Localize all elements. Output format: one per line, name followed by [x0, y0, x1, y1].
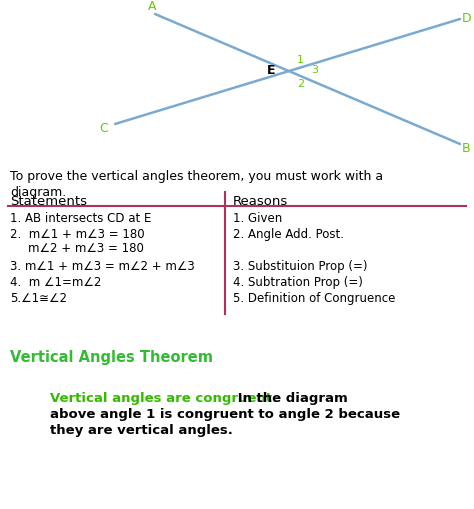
- Text: 1. AB intersects CD at E: 1. AB intersects CD at E: [10, 212, 151, 224]
- Text: 2.  m∠1 + m∠3 = 180: 2. m∠1 + m∠3 = 180: [10, 228, 145, 241]
- Text: E: E: [267, 64, 275, 76]
- Text: 4.  m ∠1=m∠2: 4. m ∠1=m∠2: [10, 275, 101, 289]
- Text: 4. Subtration Prop (=): 4. Subtration Prop (=): [233, 275, 363, 289]
- Text: In the diagram: In the diagram: [233, 391, 348, 404]
- Text: above angle 1 is congruent to angle 2 because: above angle 1 is congruent to angle 2 be…: [50, 407, 400, 420]
- Text: Reasons: Reasons: [233, 194, 288, 208]
- Text: 5.∠1≅∠2: 5.∠1≅∠2: [10, 292, 67, 304]
- Text: Statements: Statements: [10, 194, 87, 208]
- Text: 1. Given: 1. Given: [233, 212, 282, 224]
- Text: Vertical angles are congruent.: Vertical angles are congruent.: [50, 391, 277, 404]
- Text: 2: 2: [297, 79, 304, 89]
- Text: Vertical Angles Theorem: Vertical Angles Theorem: [10, 349, 213, 364]
- Text: A: A: [148, 0, 156, 13]
- Text: 3. m∠1 + m∠3 = m∠2 + m∠3: 3. m∠1 + m∠3 = m∠2 + m∠3: [10, 260, 195, 272]
- Text: To prove the vertical angles theorem, you must work with a: To prove the vertical angles theorem, yo…: [10, 169, 383, 183]
- Text: B: B: [462, 141, 471, 154]
- Text: 3: 3: [311, 65, 318, 75]
- Text: 2. Angle Add. Post.: 2. Angle Add. Post.: [233, 228, 344, 241]
- Text: 5. Definition of Congruence: 5. Definition of Congruence: [233, 292, 395, 304]
- Text: 3. Substituion Prop (=): 3. Substituion Prop (=): [233, 260, 367, 272]
- Text: they are vertical angles.: they are vertical angles.: [50, 423, 233, 436]
- Text: D: D: [462, 12, 472, 24]
- Text: diagram.: diagram.: [10, 186, 66, 199]
- Text: m∠2 + m∠3 = 180: m∠2 + m∠3 = 180: [28, 242, 144, 254]
- Text: 1: 1: [297, 55, 304, 65]
- Text: C: C: [99, 121, 108, 134]
